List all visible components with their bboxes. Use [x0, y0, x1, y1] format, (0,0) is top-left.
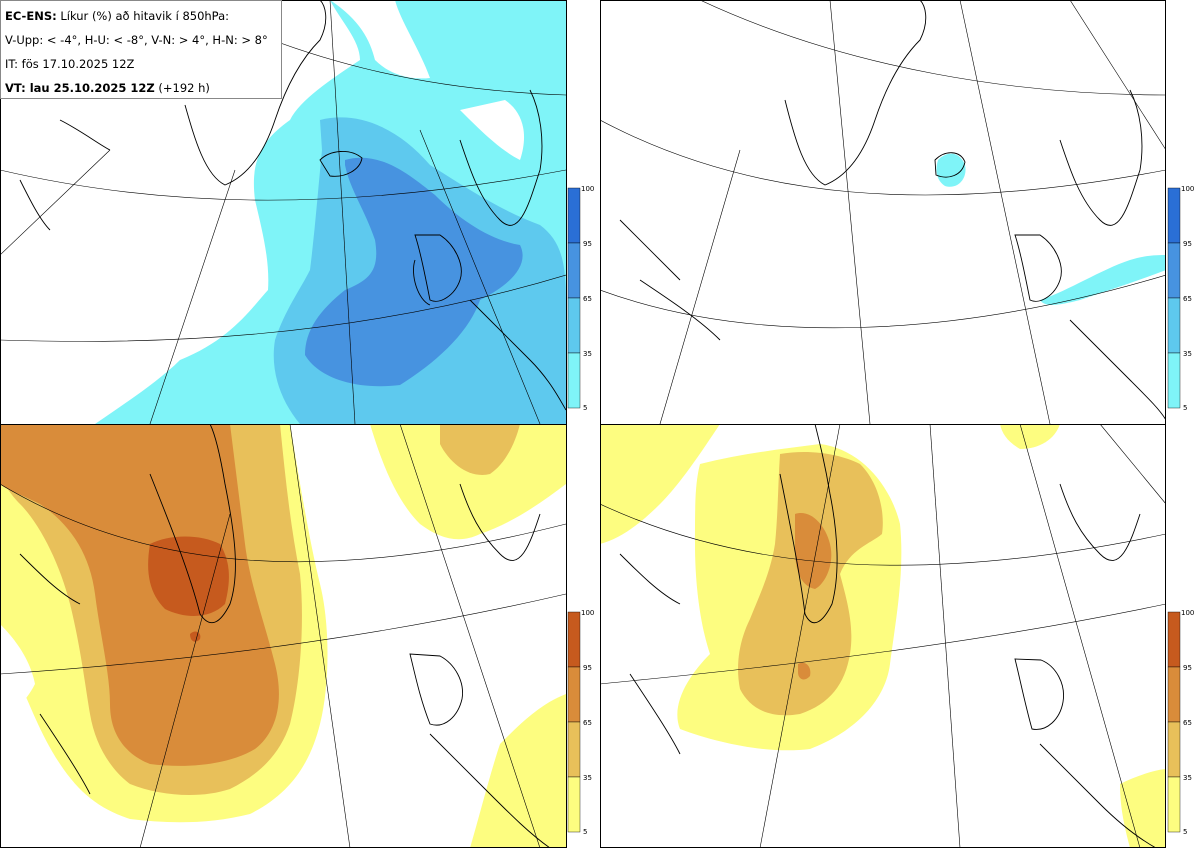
- coastlines: [619, 0, 1166, 421]
- cb-tick: 95: [1183, 664, 1192, 672]
- map-panel-warm-plus4: [0, 424, 566, 848]
- warm-prob-5-35-southeast: [470, 694, 566, 848]
- warm8-prob-5-35-n: [1000, 424, 1060, 449]
- warm-prob-65-95: [0, 424, 279, 766]
- map-panel-cold-minus4: [0, 0, 566, 424]
- cb-tick: 65: [1183, 295, 1192, 303]
- colorbar-warm-left: 100 95 65 35 5: [566, 609, 610, 840]
- map-warm-plus8: [600, 424, 1166, 848]
- cb-tick: 5: [1183, 828, 1187, 836]
- map-legend: EC-ENS: Líkur (%) að hitavik í 850hPa: V…: [0, 0, 282, 99]
- legend-line-1: EC-ENS: Líkur (%) að hitavik í 850hPa:: [5, 4, 277, 28]
- cold8-europe-patch: [1040, 255, 1166, 305]
- legend-valid-time: VT: lau 25.10.2025 12Z: [5, 81, 155, 95]
- graticule: [0, 424, 566, 848]
- legend-line-3: IT: fös 17.10.2025 12Z: [5, 57, 135, 71]
- warm8-prob-65-spot: [798, 662, 811, 680]
- map-warm-plus4: [0, 424, 566, 848]
- cb-tick: 35: [583, 350, 592, 358]
- cb-tick: 100: [1181, 610, 1194, 617]
- cb-tick: 35: [1183, 774, 1192, 782]
- cb-tick: 100: [581, 610, 594, 617]
- coastlines: [619, 424, 1157, 848]
- cb-tick: 35: [583, 774, 592, 782]
- warm8-prob-5-35-nw: [600, 424, 720, 544]
- cb-tick: 100: [1181, 186, 1194, 193]
- legend-model: EC-ENS:: [5, 9, 57, 23]
- coastlines: [19, 0, 566, 411]
- cb-tick: 95: [1183, 240, 1192, 248]
- no-signal-scandinavia: [460, 100, 525, 160]
- cb-tick: 65: [1183, 719, 1192, 727]
- cb-tick: 5: [583, 828, 587, 836]
- legend-description: Líkur (%) að hitavik í 850hPa:: [56, 9, 230, 23]
- legend-lead-time: (+192 h): [154, 81, 210, 95]
- cb-tick: 65: [583, 295, 592, 303]
- legend-line-2: V-Upp: < -4°, H-U: < -8°, V-N: > 4°, H-N…: [5, 33, 268, 47]
- cb-tick: 95: [583, 240, 592, 248]
- warm8-prob-5-35-se: [1120, 769, 1166, 848]
- no-signal-west: [0, 624, 35, 719]
- colorbar-warm-right: 100 95 65 35 5: [1166, 609, 1200, 840]
- graticule: [600, 0, 1166, 424]
- warm8-prob-65-95: [795, 513, 832, 589]
- colorbar-cold-right: 100 95 65 35 5: [1166, 185, 1200, 416]
- graticule: [600, 424, 1166, 848]
- no-signal-greenland-east: [330, 0, 430, 79]
- coastlines: [19, 424, 551, 848]
- map-panel-cold-minus8: [600, 0, 1166, 424]
- warm-prob-5-35-east: [370, 424, 566, 540]
- cold8-iceland-patch: [936, 153, 966, 187]
- cb-tick: 95: [583, 664, 592, 672]
- cb-tick: 5: [1183, 404, 1187, 412]
- warm-prob-35-65-east: [440, 424, 520, 475]
- map-panel-warm-plus8: [600, 424, 1166, 848]
- map-cold-minus8: [600, 0, 1166, 424]
- cb-tick: 5: [583, 404, 587, 412]
- cb-tick: 65: [583, 719, 592, 727]
- colorbar-cold-left: 100 95 65 35 5: [566, 185, 610, 416]
- cb-tick: 35: [1183, 350, 1192, 358]
- cb-tick: 100: [581, 186, 594, 193]
- legend-line-4: VT: lau 25.10.2025 12Z (+192 h): [5, 76, 277, 100]
